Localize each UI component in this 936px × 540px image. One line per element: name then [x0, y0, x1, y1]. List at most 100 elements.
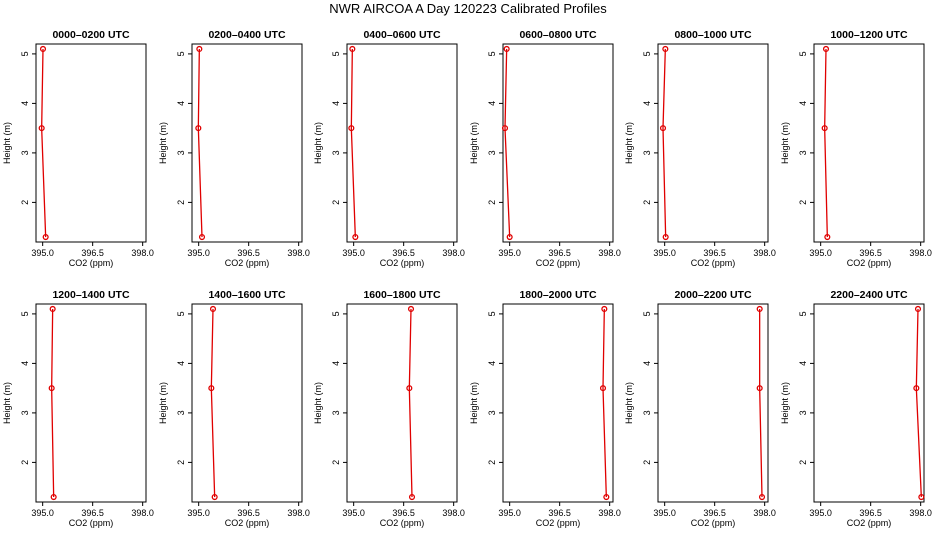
data-point — [501, 125, 509, 132]
profile-panel: 2000–2200 UTC 395.0 396.5 398.0 2 3 4 5 CO2 (ppm… — [624, 289, 776, 528]
x-tick-label: 395.0 — [342, 508, 365, 518]
y-axis-label: Height (m) — [624, 382, 634, 424]
profile-panel: 1600–1800 UTC 395.0 396.5 398.0 2 3 4 5 CO2 (ppm… — [313, 289, 465, 528]
x-tick-label: 396.5 — [859, 508, 882, 518]
x-tick-label: 395.0 — [187, 508, 210, 518]
figure-title: NWR AIRCOA A Day 120223 Calibrated Profi… — [329, 1, 607, 16]
x-axis-label: CO2 (ppm) — [225, 258, 270, 268]
panel-title: 1600–1800 UTC — [363, 289, 440, 301]
y-tick-label: 5 — [642, 311, 652, 316]
y-tick-label: 2 — [176, 200, 186, 205]
x-tick-label: 398.0 — [442, 248, 465, 258]
x-axis-label: CO2 (ppm) — [69, 518, 114, 528]
y-axis-label: Height (m) — [313, 122, 323, 164]
profile-panel: 0800–1000 UTC 395.0 396.5 398.0 2 3 4 5 CO2 (ppm… — [624, 29, 776, 268]
x-tick-label: 398.0 — [598, 248, 621, 258]
x-tick-label: 395.0 — [342, 248, 365, 258]
plot-frame — [346, 43, 458, 243]
plot-frame — [35, 43, 147, 243]
x-axis-label: CO2 (ppm) — [536, 518, 581, 528]
data-point — [822, 45, 830, 52]
data-point — [208, 385, 215, 392]
y-tick-label: 3 — [20, 150, 30, 155]
y-tick-label: 5 — [176, 51, 186, 56]
y-axis-label: Height (m) — [2, 382, 12, 424]
profile-line — [350, 48, 356, 238]
y-tick-label: 3 — [176, 410, 186, 415]
x-axis-label: CO2 (ppm) — [691, 258, 736, 268]
profile-line — [210, 308, 216, 498]
data-point — [352, 234, 359, 241]
y-tick-label: 3 — [176, 150, 186, 155]
x-tick-label: 398.0 — [131, 508, 154, 518]
profile-panel: 0000–0200 UTC 395.0 396.5 398.0 2 3 4 5 CO2 (ppm… — [2, 29, 154, 268]
y-tick-label: 5 — [798, 51, 808, 56]
profile-line — [197, 48, 203, 238]
profile-line — [41, 48, 47, 238]
y-tick-label: 5 — [642, 51, 652, 56]
y-tick-label: 4 — [798, 101, 808, 106]
x-tick-label: 396.5 — [392, 508, 415, 518]
y-tick-label: 2 — [331, 200, 341, 205]
plot-frame — [657, 303, 769, 503]
data-point — [196, 45, 203, 52]
panel-title: 1800–2000 UTC — [519, 289, 596, 301]
panel-title: 0600–0800 UTC — [519, 29, 596, 41]
x-axis-label: CO2 (ppm) — [380, 258, 425, 268]
data-point — [662, 234, 669, 241]
profile-panel: 1800–2000 UTC 395.0 396.5 398.0 2 3 4 5 CO2 (ppm… — [469, 289, 621, 528]
y-tick-label: 2 — [798, 200, 808, 205]
data-point — [662, 45, 669, 52]
y-tick-label: 2 — [331, 460, 341, 465]
profile-line — [504, 48, 511, 238]
y-tick-label: 2 — [487, 200, 497, 205]
x-axis-label: CO2 (ppm) — [225, 518, 270, 528]
y-tick-label: 3 — [487, 410, 497, 415]
y-axis-label: Height (m) — [158, 122, 168, 164]
profile-line — [759, 308, 763, 498]
plot-frame — [346, 303, 458, 503]
data-point — [918, 493, 925, 501]
plot-frame — [35, 303, 147, 503]
data-point — [50, 493, 57, 501]
profile-panel: 1200–1400 UTC 395.0 396.5 398.0 2 3 4 5 CO2 (ppm… — [2, 289, 154, 528]
y-tick-label: 4 — [642, 101, 652, 106]
x-tick-label: 398.0 — [753, 508, 776, 518]
profile-line — [662, 48, 667, 238]
y-tick-label: 5 — [176, 311, 186, 316]
x-axis-label: CO2 (ppm) — [847, 258, 892, 268]
plot-frame — [813, 303, 925, 503]
y-tick-label: 3 — [331, 150, 341, 155]
panel-title: 0400–0600 UTC — [363, 29, 440, 41]
data-point — [195, 125, 202, 132]
y-tick-label: 2 — [642, 200, 652, 205]
y-tick-label: 2 — [20, 200, 30, 205]
y-tick-label: 2 — [487, 460, 497, 465]
data-point — [824, 234, 831, 241]
data-point — [39, 45, 47, 52]
x-tick-label: 395.0 — [653, 508, 676, 518]
data-point — [49, 305, 56, 313]
x-tick-label: 398.0 — [909, 248, 932, 258]
x-axis-label: CO2 (ppm) — [691, 518, 736, 528]
panel-title: 0000–0200 UTC — [52, 29, 129, 41]
x-tick-label: 395.0 — [31, 248, 54, 258]
data-point — [914, 305, 922, 313]
y-axis-label: Height (m) — [469, 382, 479, 424]
panel-title: 1000–1200 UTC — [830, 29, 907, 41]
data-point — [601, 305, 608, 313]
panel-title: 0800–1000 UTC — [674, 29, 751, 41]
panel-title: 1200–1400 UTC — [52, 289, 129, 301]
profile-line — [915, 308, 922, 498]
x-tick-label: 396.5 — [81, 248, 104, 258]
profile-panel: 1000–1200 UTC 395.0 396.5 398.0 2 3 4 5 CO2 (ppm… — [780, 29, 932, 268]
y-tick-label: 5 — [798, 311, 808, 316]
x-tick-label: 395.0 — [498, 508, 521, 518]
y-tick-label: 4 — [331, 361, 341, 366]
x-tick-label: 395.0 — [809, 508, 832, 518]
data-point — [42, 234, 49, 241]
panel-title: 0200–0400 UTC — [208, 29, 285, 41]
y-axis-label: Height (m) — [780, 122, 790, 164]
x-axis-label: CO2 (ppm) — [847, 518, 892, 528]
y-tick-label: 4 — [331, 101, 341, 106]
